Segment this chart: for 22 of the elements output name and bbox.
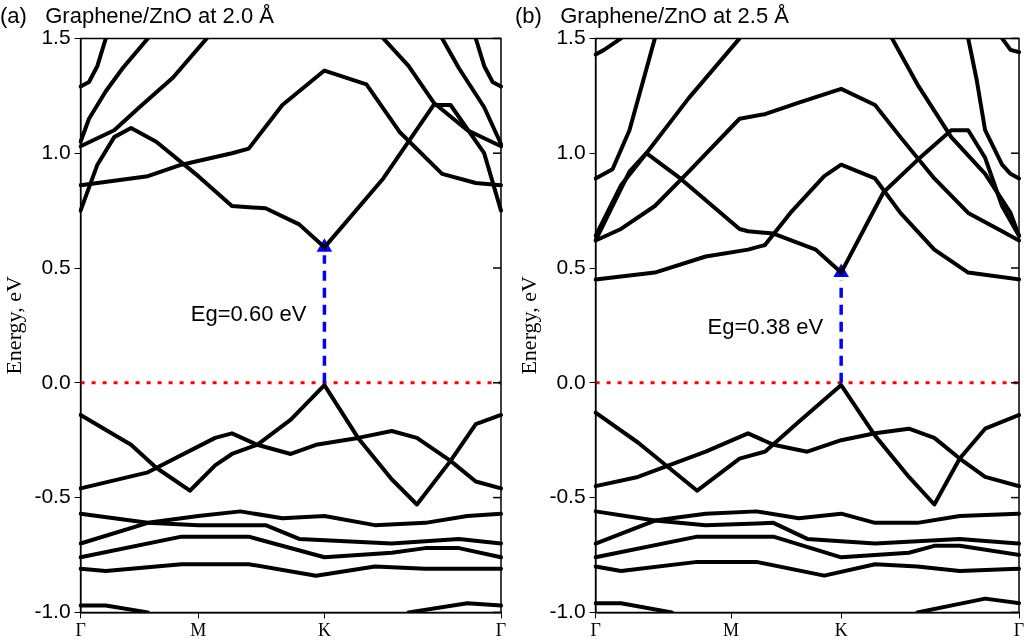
x-tick-label: K — [317, 619, 331, 640]
x-tick-label: Γ — [75, 619, 86, 640]
y-tick-label: -0.5 — [34, 484, 71, 508]
x-tick-label: M — [190, 619, 207, 640]
y-tick-label: -0.5 — [549, 484, 586, 508]
y-axis-title: Energy, eV — [515, 276, 541, 375]
y-tick-label: 0.0 — [41, 369, 71, 393]
y-tick-label: 0.0 — [556, 369, 586, 393]
annotation: Eg=0.38 eV — [707, 313, 824, 339]
x-tick-label: Γ — [495, 619, 507, 640]
x-tick-label: K — [834, 619, 848, 640]
x-tick-label: Γ — [590, 619, 601, 640]
y-tick-label: 1.0 — [41, 140, 71, 163]
annotation: Eg=0.60 eV — [190, 301, 307, 327]
x-tick-label: Γ — [1013, 619, 1025, 640]
y-tick-label: -1.0 — [34, 599, 71, 623]
y-tick-label: 1.0 — [556, 140, 586, 163]
y-tick-label: 0.5 — [556, 254, 586, 278]
y-axis-title: Energy, eV — [0, 276, 26, 375]
x-tick-label: M — [723, 619, 740, 640]
y-tick-label: 0.5 — [41, 254, 71, 278]
y-tick-label: -1.0 — [549, 599, 586, 623]
